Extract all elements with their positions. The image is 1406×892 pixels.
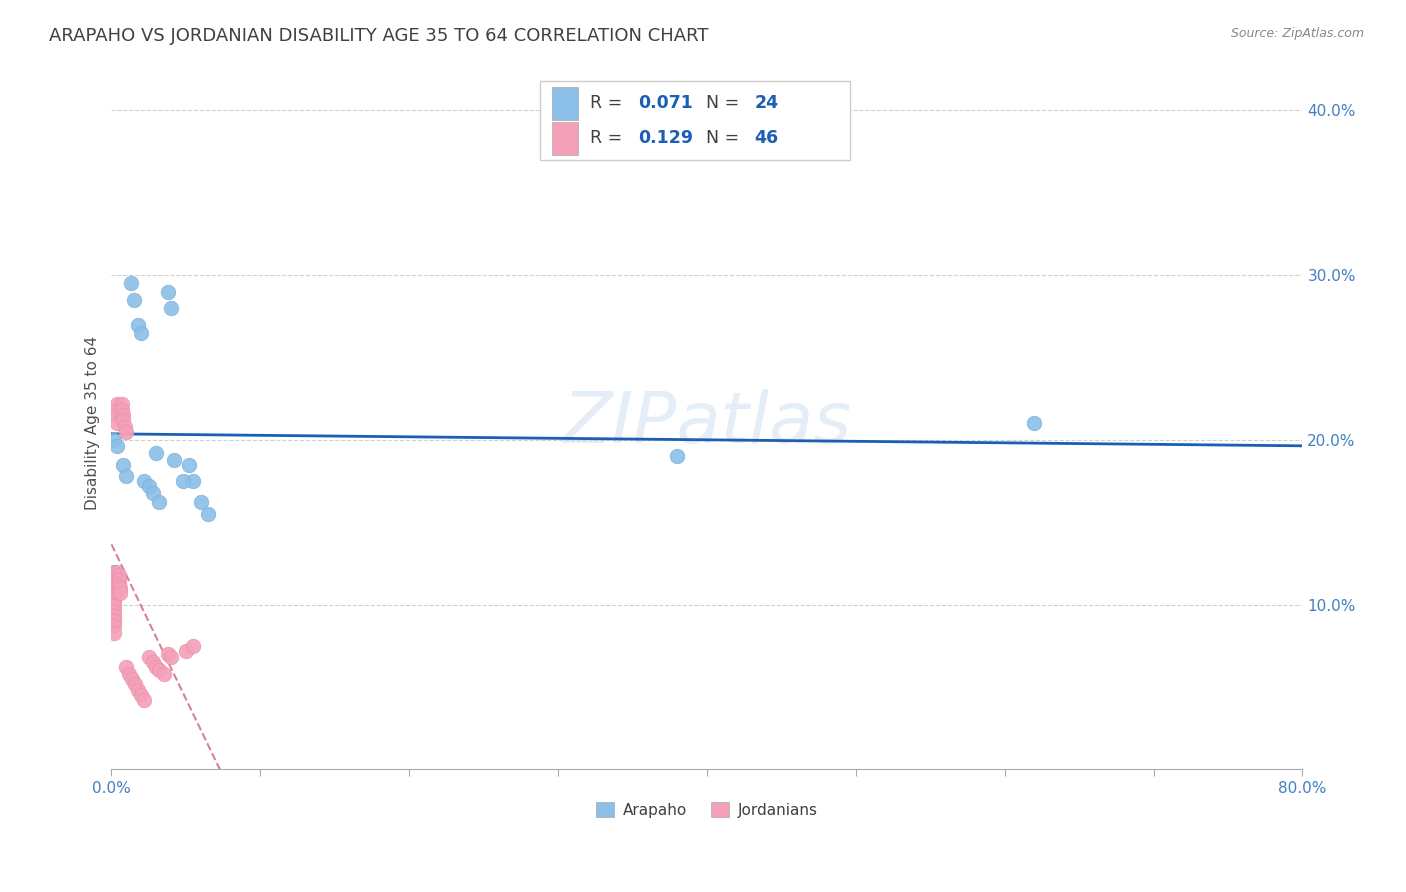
Point	[103, 604, 125, 618]
Point	[129, 326, 152, 340]
Text: 0.129: 0.129	[638, 129, 693, 147]
Point	[111, 403, 134, 417]
Point	[666, 450, 689, 464]
Point	[172, 474, 194, 488]
Point	[152, 666, 174, 681]
Point	[138, 650, 160, 665]
Point	[103, 599, 125, 614]
Point	[163, 452, 186, 467]
Point	[103, 594, 125, 608]
Text: 24: 24	[755, 95, 779, 112]
Point	[160, 650, 183, 665]
Point	[103, 565, 125, 579]
Point	[177, 458, 200, 472]
Point	[103, 590, 125, 604]
Point	[156, 285, 179, 299]
Point	[190, 495, 212, 509]
Point	[103, 584, 125, 599]
Point	[148, 664, 170, 678]
Point	[127, 318, 149, 332]
Text: N =: N =	[695, 95, 745, 112]
Point	[160, 301, 183, 315]
Point	[156, 647, 179, 661]
Point	[145, 446, 167, 460]
Point	[120, 277, 142, 291]
Point	[181, 474, 204, 488]
Point	[105, 417, 128, 431]
Point	[174, 643, 197, 657]
Point	[1024, 417, 1046, 431]
Point	[121, 672, 143, 686]
Point	[112, 413, 135, 427]
Point	[142, 485, 165, 500]
Point	[197, 507, 219, 521]
Legend: Arapaho, Jordanians: Arapaho, Jordanians	[589, 796, 824, 824]
Point	[105, 408, 128, 422]
Point	[103, 433, 125, 447]
Point	[103, 625, 125, 640]
Point	[114, 419, 136, 434]
Point	[145, 660, 167, 674]
Point	[111, 396, 134, 410]
Text: R =: R =	[591, 129, 628, 147]
Point	[181, 639, 204, 653]
Point	[103, 619, 125, 633]
Text: N =: N =	[695, 129, 745, 147]
Text: ZIPatlas: ZIPatlas	[562, 389, 852, 458]
Point	[124, 676, 146, 690]
Point	[142, 655, 165, 669]
Point	[115, 425, 138, 439]
Point	[127, 683, 149, 698]
Point	[112, 458, 135, 472]
Bar	[553, 121, 578, 155]
Text: Source: ZipAtlas.com: Source: ZipAtlas.com	[1230, 27, 1364, 40]
Bar	[553, 87, 578, 120]
Point	[134, 693, 156, 707]
Point	[138, 479, 160, 493]
Point	[103, 614, 125, 628]
Point	[118, 666, 141, 681]
Point	[103, 609, 125, 624]
Point	[115, 660, 138, 674]
Point	[122, 293, 145, 307]
Text: ARAPAHO VS JORDANIAN DISABILITY AGE 35 TO 64 CORRELATION CHART: ARAPAHO VS JORDANIAN DISABILITY AGE 35 T…	[49, 27, 709, 45]
Point	[112, 408, 135, 422]
Point	[129, 688, 152, 702]
Point	[103, 578, 125, 592]
Point	[115, 469, 138, 483]
Point	[108, 568, 131, 582]
Text: 0.071: 0.071	[638, 95, 693, 112]
Point	[103, 573, 125, 587]
Point	[104, 565, 127, 579]
Point	[110, 581, 132, 595]
Point	[134, 474, 156, 488]
Text: 46: 46	[755, 129, 779, 147]
Y-axis label: Disability Age 35 to 64: Disability Age 35 to 64	[86, 336, 100, 510]
Point	[110, 586, 132, 600]
Point	[104, 584, 127, 599]
Point	[104, 571, 127, 585]
Point	[104, 578, 127, 592]
FancyBboxPatch shape	[540, 81, 849, 161]
Point	[108, 578, 131, 592]
Point	[148, 495, 170, 509]
Point	[105, 403, 128, 417]
Point	[108, 573, 131, 587]
Point	[105, 439, 128, 453]
Text: R =: R =	[591, 95, 628, 112]
Point	[105, 396, 128, 410]
